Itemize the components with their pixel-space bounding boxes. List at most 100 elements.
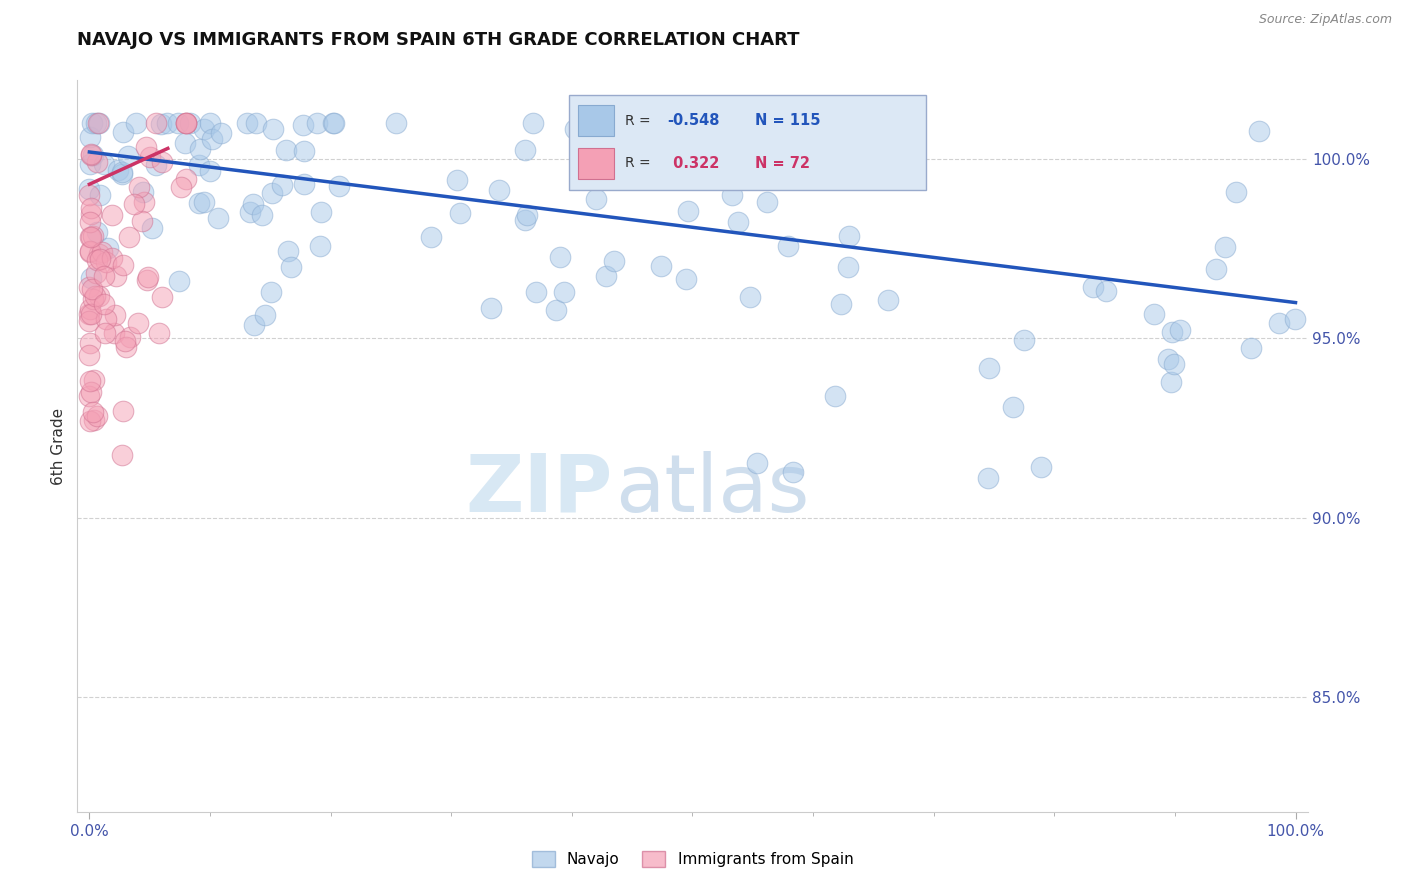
Point xyxy=(150,117,173,131)
Point xyxy=(79,307,101,321)
Point xyxy=(260,285,283,300)
Point xyxy=(305,116,328,130)
Point xyxy=(141,220,163,235)
Point xyxy=(564,122,586,136)
Legend: Navajo, Immigrants from Spain: Navajo, Immigrants from Spain xyxy=(526,846,859,873)
Text: Source: ZipAtlas.com: Source: ZipAtlas.com xyxy=(1258,13,1392,27)
Point xyxy=(236,116,259,130)
Point xyxy=(979,361,1001,376)
Point xyxy=(83,412,105,426)
Point xyxy=(179,116,201,130)
Point xyxy=(1170,323,1192,337)
Point xyxy=(101,208,124,222)
Point xyxy=(756,194,779,209)
Point xyxy=(80,207,103,221)
Point xyxy=(1095,285,1118,299)
Point xyxy=(207,211,229,226)
Point xyxy=(1012,333,1035,347)
Point xyxy=(280,260,302,275)
Point xyxy=(824,389,846,403)
Point xyxy=(167,116,190,130)
Point xyxy=(79,182,101,196)
Point xyxy=(837,260,859,274)
Point xyxy=(125,116,148,130)
Point xyxy=(838,228,860,243)
Point xyxy=(322,116,344,130)
Point xyxy=(80,229,103,244)
Point xyxy=(243,318,266,332)
Point xyxy=(89,187,111,202)
Point xyxy=(135,273,157,287)
Point xyxy=(122,197,145,211)
Point xyxy=(132,186,155,200)
Point xyxy=(111,168,134,182)
Point xyxy=(170,180,193,194)
Point xyxy=(87,247,110,261)
Point xyxy=(115,339,138,353)
Point xyxy=(174,116,197,130)
Y-axis label: 6th Grade: 6th Grade xyxy=(51,408,66,484)
Point xyxy=(650,260,672,274)
Point xyxy=(174,116,197,130)
Point xyxy=(1213,240,1236,254)
Point xyxy=(94,326,117,341)
Point xyxy=(1284,312,1306,326)
Point xyxy=(201,131,224,145)
Point xyxy=(595,268,617,283)
Point xyxy=(84,266,107,280)
Point xyxy=(292,144,315,158)
Point xyxy=(117,149,139,163)
Point xyxy=(111,164,134,178)
Point xyxy=(114,334,136,348)
Point xyxy=(193,195,215,210)
Point xyxy=(1157,351,1180,366)
Point xyxy=(82,229,104,244)
Point xyxy=(250,208,273,222)
Point xyxy=(87,116,110,130)
Point xyxy=(80,116,103,130)
Point xyxy=(111,449,134,463)
Point xyxy=(198,164,221,178)
Point xyxy=(132,195,155,210)
Point xyxy=(79,245,101,260)
Point xyxy=(328,179,350,194)
Point xyxy=(148,326,170,340)
Point xyxy=(449,206,471,220)
Point xyxy=(79,374,101,388)
Point xyxy=(193,121,215,136)
Point xyxy=(97,241,120,255)
Point xyxy=(131,213,153,227)
Point xyxy=(79,314,101,328)
Point xyxy=(86,225,108,239)
Point xyxy=(1163,357,1185,371)
Point xyxy=(174,172,197,186)
Point xyxy=(1160,375,1182,389)
Point xyxy=(89,252,111,266)
Point xyxy=(96,312,118,326)
Point xyxy=(83,373,105,387)
Point xyxy=(79,215,101,229)
Point xyxy=(830,296,852,310)
Point xyxy=(274,143,297,157)
Point xyxy=(603,253,626,268)
Point xyxy=(1240,341,1263,355)
Point xyxy=(86,154,108,169)
Point xyxy=(488,183,510,197)
Point xyxy=(1143,307,1166,321)
Point xyxy=(80,307,103,321)
Point xyxy=(173,136,195,150)
Point xyxy=(292,178,315,192)
Point xyxy=(1029,460,1052,475)
Point xyxy=(79,335,101,350)
Point xyxy=(675,272,697,286)
Point xyxy=(104,269,127,284)
Point xyxy=(150,155,173,169)
Point xyxy=(156,116,179,130)
Point xyxy=(1225,185,1247,199)
Point xyxy=(309,204,332,219)
Point xyxy=(277,244,299,259)
Point xyxy=(174,116,197,130)
Point xyxy=(198,116,221,130)
Point xyxy=(93,157,115,171)
Text: NAVAJO VS IMMIGRANTS FROM SPAIN 6TH GRADE CORRELATION CHART: NAVAJO VS IMMIGRANTS FROM SPAIN 6TH GRAD… xyxy=(77,31,800,49)
